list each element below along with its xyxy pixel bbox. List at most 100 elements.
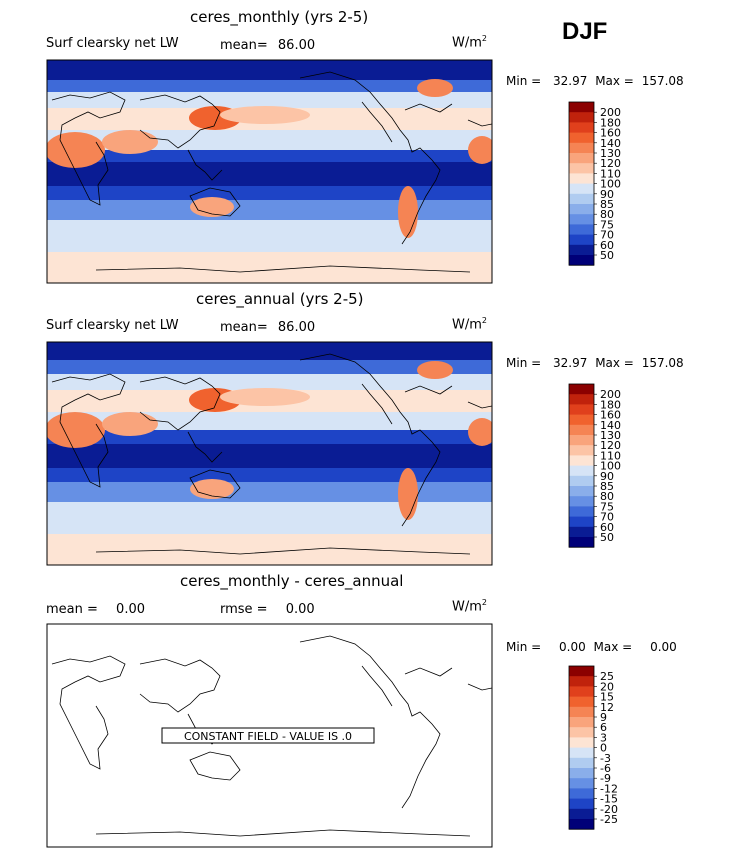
panel-1-min-value: 32.97	[553, 74, 588, 88]
colorbars: 2001801601401301201101009085807570605020…	[568, 101, 621, 830]
colorbar-2-swatch	[569, 394, 594, 405]
colorbar-3-swatch	[569, 717, 594, 728]
colorbar-2-swatch	[569, 455, 594, 466]
colorbar-2-swatch	[569, 465, 594, 477]
colorbar-3-swatch	[569, 747, 594, 759]
map-2-africa-warm	[47, 412, 105, 448]
map-1-westafrica-warm	[468, 136, 492, 164]
colorbar-3-swatch	[569, 706, 594, 718]
colorbar-1-label: 80	[600, 208, 614, 221]
panel-1-mean-value: 86.00	[277, 38, 316, 53]
panel-3-rmse-label: rmse =	[220, 602, 268, 617]
colorbar-2-label: 200	[600, 388, 621, 401]
colorbar-1-label: 200	[600, 106, 621, 119]
colorbar-3-label: -25	[600, 813, 618, 826]
colorbar-3-label: -20	[600, 803, 618, 816]
colorbar-3-swatch	[569, 798, 594, 810]
colorbar-1-label: 75	[600, 218, 614, 231]
panel-2-units-text: W/m	[452, 317, 482, 333]
panel-3-rmse: rmse = 0.00	[220, 602, 315, 617]
panel-2-min-label: Min =	[506, 356, 542, 370]
map-2-south-band	[47, 482, 492, 502]
colorbar-3-label: 15	[600, 691, 614, 704]
map-1-antarctic-band	[47, 252, 492, 283]
colorbar-2-swatch	[569, 537, 594, 548]
map-2-polar-north-2	[47, 360, 492, 374]
colorbar-3-label: 3	[600, 731, 607, 744]
panel-3-units-text: W/m	[452, 599, 482, 615]
panel-1-title: ceres_monthly (yrs 2-5)	[190, 8, 369, 26]
panel-3-units-sup: 2	[481, 598, 487, 607]
map-1-australia-warm	[190, 197, 234, 217]
colorbar-3-swatch	[569, 778, 594, 789]
map-2	[47, 342, 492, 565]
panel-3-mean-label: mean =	[46, 602, 98, 617]
map-3-frame	[46, 623, 493, 848]
panel-2-max-value: 157.08	[641, 356, 684, 370]
map-1-polar-north-2	[47, 80, 492, 92]
colorbar-2-label: 120	[600, 439, 621, 452]
colorbar-2-label: 160	[600, 409, 621, 422]
map-2-atlantic-warm	[417, 361, 453, 379]
panel-3-min-value: 0.00	[559, 640, 586, 654]
colorbar-1-swatch	[569, 173, 594, 184]
colorbar-2-label: 180	[600, 398, 621, 411]
constant-note-text: CONSTANT FIELD - VALUE IS .0	[184, 730, 352, 743]
map-2-coastlines	[51, 353, 492, 555]
colorbar-3-swatch	[569, 737, 594, 748]
season-label: DJF	[562, 18, 608, 45]
colorbar-1-swatch	[569, 244, 594, 256]
panel-1-minmax: Min = 32.97 Max = 157.08	[506, 74, 684, 88]
colorbar-3-label: -12	[600, 782, 618, 795]
colorbar-1-swatch	[569, 224, 594, 235]
colorbar-1-label: 100	[600, 178, 621, 191]
colorbar-2-label: 50	[600, 531, 614, 544]
map-1-samerica-warm	[398, 186, 418, 238]
map-1-africa-warm	[47, 132, 105, 168]
colorbar-1-label: 120	[600, 157, 621, 170]
colorbar-1-swatch	[569, 132, 594, 144]
map-1-arabia-warm	[102, 130, 158, 154]
colorbar-1-swatch	[569, 193, 594, 205]
map-2-samerica-warm	[398, 468, 418, 520]
colorbar-3-label: -15	[600, 793, 618, 806]
colorbar-2-swatch	[569, 404, 594, 415]
colorbar-1-label: 140	[600, 137, 621, 150]
map-1-frame	[46, 59, 493, 284]
panel-1-max-label: Max =	[595, 74, 634, 88]
panel-3-title: ceres_monthly - ceres_annual	[180, 572, 404, 590]
colorbar-2-swatch	[569, 424, 594, 436]
panel-1-variable-label: Surf clearsky net LW	[46, 36, 179, 51]
panel-2-units: W/m2	[452, 316, 487, 332]
map-2-tropics-core	[47, 444, 492, 468]
colorbar-2-swatch	[569, 516, 594, 528]
colorbar-3-swatch	[569, 676, 594, 687]
map-2-australia-warm	[190, 479, 234, 499]
constant-note-box	[161, 727, 375, 744]
colorbar-3-label: -3	[600, 752, 611, 765]
colorbar-1-swatch	[569, 163, 594, 174]
colorbar-1-swatch	[569, 255, 594, 266]
colorbar-1-label: 50	[600, 249, 614, 262]
panel-1-units: W/m2	[452, 34, 487, 50]
panel-3-minmax: Min = 0.00 Max = 0.00	[506, 640, 677, 654]
colorbar-3-swatch	[569, 686, 594, 697]
colorbar-3-swatch	[569, 808, 594, 820]
colorbar-3-swatch	[569, 768, 594, 779]
colorbar-3-label: 20	[600, 680, 614, 693]
panel-2-max-label: Max =	[595, 356, 634, 370]
panel-3-units: W/m2	[452, 598, 487, 614]
colorbar-1-swatch	[569, 142, 594, 154]
colorbar-3-label: 12	[600, 701, 614, 714]
colorbar-3-swatch	[569, 757, 594, 769]
colorbar-1-label: 180	[600, 116, 621, 129]
colorbar-2-label: 75	[600, 500, 614, 513]
panel-1-mean: mean= 86.00	[220, 38, 315, 53]
colorbar-3-swatch	[569, 727, 594, 738]
map-1-south-light	[47, 220, 492, 252]
colorbar-2-label: 90	[600, 470, 614, 483]
colorbar-2-label: 85	[600, 480, 614, 493]
panel-2-min-value: 32.97	[553, 356, 588, 370]
